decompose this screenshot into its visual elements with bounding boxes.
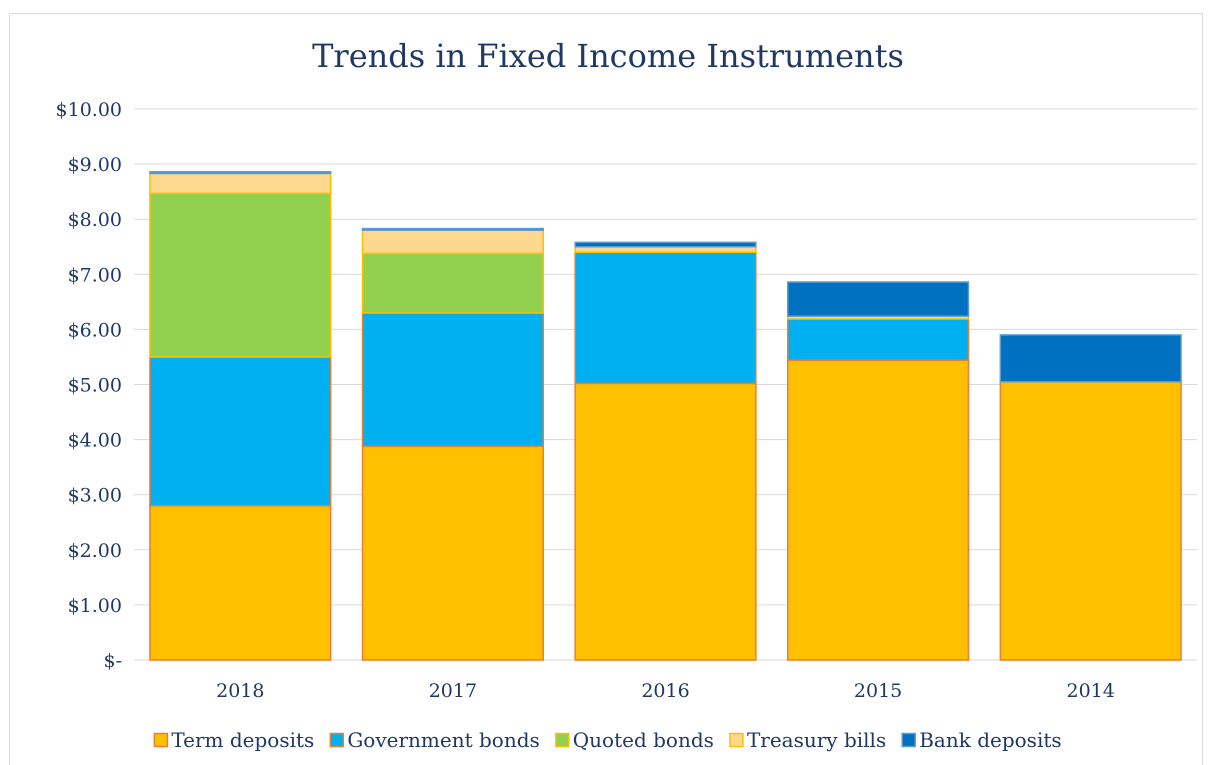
legend-label: Term deposits xyxy=(171,728,314,752)
legend-label: Government bonds xyxy=(347,728,539,752)
chart-title: Trends in Fixed Income Instruments xyxy=(312,37,904,75)
legend-swatch xyxy=(729,732,744,748)
bar-segment-term-deposits-2014 xyxy=(999,380,1182,661)
bar-segment-treasury-bills-2017 xyxy=(361,229,545,255)
y-tick-label: $7.00 xyxy=(68,264,122,286)
y-tick-label: $9.00 xyxy=(68,154,122,176)
x-tick-label: 2017 xyxy=(429,680,477,702)
bar-segment-government-bonds-2018 xyxy=(149,356,332,507)
x-tick-label: 2014 xyxy=(1067,680,1115,702)
bar-segment-term-deposits-2018 xyxy=(149,504,332,661)
bars xyxy=(149,171,1182,661)
x-tick-label: 2015 xyxy=(854,680,902,702)
bar-segment-quoted-bonds-2017 xyxy=(361,252,545,314)
legend-label: Bank deposits xyxy=(919,728,1061,752)
bar-segment-bank-deposits-2016 xyxy=(574,241,757,248)
legend-item: Treasury bills xyxy=(729,728,886,752)
y-tick-label: $6.00 xyxy=(68,319,122,341)
x-axis-ticks: 2018 2017 2016 2015 2014 xyxy=(216,680,1115,702)
bar-segment-government-bonds-2017 xyxy=(361,312,545,447)
legend-swatch xyxy=(153,732,169,748)
legend-label: Treasury bills xyxy=(747,728,886,752)
legend-item: Quoted bonds xyxy=(555,728,714,752)
legend-item: Government bonds xyxy=(329,728,540,752)
bar-segment-treasury-bills-2016 xyxy=(574,246,757,254)
y-tick-label: $8.00 xyxy=(68,209,122,231)
bar-segment-term-deposits-2015 xyxy=(786,359,970,661)
bar-segment-quoted-bonds-2018 xyxy=(149,192,332,358)
legend-swatch xyxy=(901,732,916,748)
legend: Term deposits Government bonds Quoted bond… xyxy=(153,728,1062,752)
bar-segment-bank-deposits-2014 xyxy=(999,334,1182,383)
bar-segment-term-deposits-2017 xyxy=(361,445,545,661)
legend-label: Quoted bonds xyxy=(573,728,714,752)
y-tick-label: $4.00 xyxy=(68,430,122,452)
bar-segment-government-bonds-2016 xyxy=(574,251,757,385)
x-tick-label: 2016 xyxy=(641,680,689,702)
bar-segment-term-deposits-2016 xyxy=(574,382,757,661)
y-tick-label: $1.00 xyxy=(68,595,122,617)
y-tick-label: $- xyxy=(103,650,122,672)
y-axis-ticks: $- $1.00 $2.00 $3.00 $4.00 $5.00 $6.00 $7.00 $8.… xyxy=(56,99,122,672)
y-tick-label: $2.00 xyxy=(68,540,122,562)
y-tick-label: $5.00 xyxy=(68,375,122,397)
bar-segment-bank-deposits-2015 xyxy=(786,281,970,317)
bar-segment-government-bonds-2015 xyxy=(786,318,970,362)
x-tick-label: 2018 xyxy=(216,680,264,702)
legend-swatch xyxy=(329,732,345,748)
bar-segment-treasury-bills-2018 xyxy=(149,172,332,195)
legend-swatch xyxy=(555,732,570,748)
legend-item: Bank deposits xyxy=(901,728,1062,752)
legend-item: Term deposits xyxy=(153,728,314,752)
bar-segment-bank-deposits-2017 xyxy=(361,227,545,231)
bar-segment-bank-deposits-2018 xyxy=(149,171,332,175)
y-tick-label: $3.00 xyxy=(68,485,122,507)
y-tick-label: $10.00 xyxy=(56,99,122,121)
